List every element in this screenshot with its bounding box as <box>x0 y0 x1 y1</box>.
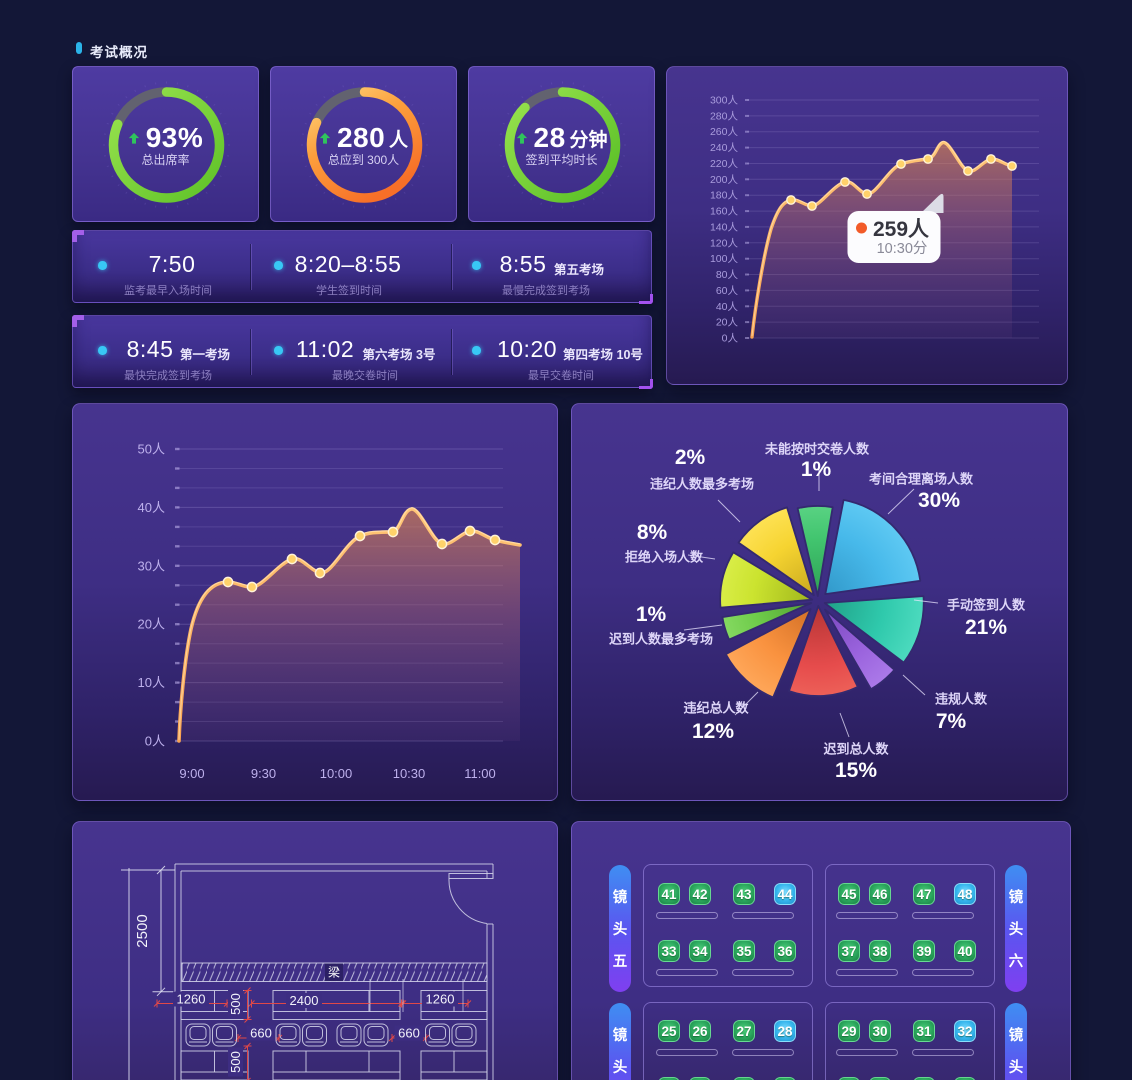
svg-text:40人: 40人 <box>138 500 165 515</box>
svg-text:40人: 40人 <box>716 301 739 313</box>
svg-text:50人: 50人 <box>138 442 165 457</box>
svg-text:20人: 20人 <box>138 617 165 632</box>
svg-text:500: 500 <box>228 1051 243 1073</box>
svg-text:梁: 梁 <box>328 965 340 980</box>
svg-text:60人: 60人 <box>716 285 739 297</box>
svg-text:10人: 10人 <box>138 675 165 690</box>
svg-text:10:00: 10:00 <box>320 766 353 781</box>
svg-text:200人: 200人 <box>710 174 739 186</box>
svg-text:180人: 180人 <box>710 190 739 202</box>
svg-text:9:30: 9:30 <box>251 766 276 781</box>
svg-text:160人: 160人 <box>710 206 739 218</box>
svg-text:1260: 1260 <box>177 992 206 1007</box>
svg-text:220人: 220人 <box>710 158 739 170</box>
svg-text:660: 660 <box>398 1026 420 1041</box>
svg-text:140人: 140人 <box>710 221 739 233</box>
svg-text:120人: 120人 <box>710 237 739 249</box>
svg-text:500: 500 <box>228 993 243 1015</box>
svg-text:30人: 30人 <box>138 558 165 573</box>
svg-text:2500: 2500 <box>134 914 151 947</box>
svg-text:240人: 240人 <box>710 142 739 154</box>
svg-text:660: 660 <box>250 1026 272 1041</box>
svg-text:11:00: 11:00 <box>464 766 496 781</box>
svg-text:10:30分: 10:30分 <box>877 240 928 257</box>
svg-text:100人: 100人 <box>710 253 739 265</box>
svg-text:260人: 260人 <box>710 126 739 138</box>
svg-text:2400: 2400 <box>290 993 319 1008</box>
svg-text:80人: 80人 <box>716 269 739 281</box>
svg-text:0人: 0人 <box>145 734 165 749</box>
svg-text:300人: 300人 <box>710 95 739 107</box>
svg-text:0人: 0人 <box>722 333 739 345</box>
svg-text:20人: 20人 <box>716 317 739 329</box>
svg-text:1260: 1260 <box>426 992 455 1007</box>
svg-text:259人: 259人 <box>873 218 929 241</box>
svg-text:9:00: 9:00 <box>179 766 204 781</box>
svg-text:10:30: 10:30 <box>393 766 426 781</box>
svg-text:280人: 280人 <box>710 110 739 122</box>
